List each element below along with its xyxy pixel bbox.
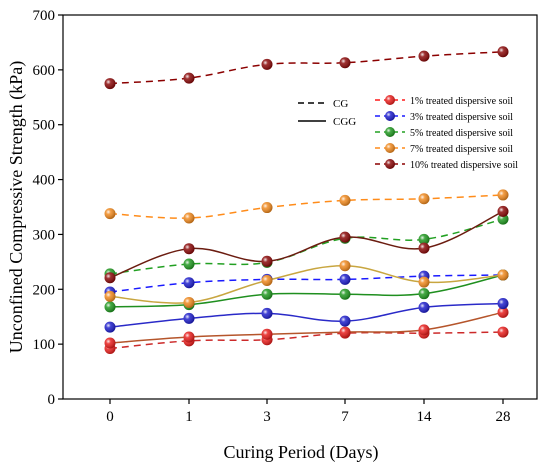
series-1-cgg-point-shine bbox=[261, 328, 273, 340]
x-tick-label: 14 bbox=[417, 409, 433, 425]
legend-item: 5% treated dispersive soil bbox=[375, 127, 513, 139]
legend-label: 7% treated dispersive soil bbox=[410, 144, 513, 155]
series-2-cgg-point-shine bbox=[418, 301, 430, 313]
series-5-cg-point-shine bbox=[339, 57, 351, 69]
series-2-cgg-point-shine bbox=[497, 298, 509, 310]
series-3-cgg-point-shine bbox=[339, 288, 351, 300]
series-4-cgg-point-shine bbox=[183, 296, 195, 308]
legend-item: 7% treated dispersive soil bbox=[375, 143, 513, 155]
series-2-cg-point-shine bbox=[339, 273, 351, 285]
x-tick-label: 0 bbox=[106, 409, 114, 425]
series-4-cgg-point-shine bbox=[339, 260, 351, 272]
series-3-cgg-line bbox=[109, 274, 504, 308]
x-tick-label: 1 bbox=[185, 409, 193, 425]
legend-item: 1% treated dispersive soil bbox=[375, 95, 513, 107]
series-points bbox=[104, 46, 509, 355]
series-5-cg-point-shine bbox=[418, 50, 430, 62]
series-4-cg-point-shine bbox=[418, 193, 430, 205]
series-1-cg-point-shine bbox=[497, 326, 509, 338]
y-tick-label: 600 bbox=[33, 63, 56, 79]
series-5-cg-point-shine bbox=[261, 58, 273, 70]
y-axis-title: Unconfined Compressive Strength (kPa) bbox=[6, 61, 27, 353]
x-tick-label: 7 bbox=[341, 409, 349, 425]
legend-swatch-marker-shine bbox=[385, 127, 395, 137]
y-tick-label: 100 bbox=[33, 337, 56, 353]
series-5-cg-line bbox=[109, 51, 504, 85]
series-5-cgg-line bbox=[109, 210, 504, 279]
series-2-cgg-point-shine bbox=[104, 321, 116, 333]
y-tick-label: 0 bbox=[48, 392, 56, 408]
y-axis: 0 100 200 300 400 500 600 700 bbox=[33, 8, 63, 408]
series-3-cgg-point-shine bbox=[104, 301, 116, 313]
series-5-cgg-point-shine bbox=[104, 272, 116, 284]
series-4-cg-point-shine bbox=[261, 202, 273, 214]
series-3-cg-point-shine bbox=[497, 213, 509, 225]
series-4-cg-line bbox=[109, 194, 504, 219]
legend-label: 1% treated dispersive soil bbox=[410, 96, 513, 107]
legend-item: 10% treated dispersive soil bbox=[375, 159, 518, 171]
line-style-legend: CG CGG bbox=[298, 98, 356, 128]
series-4-cg-point-shine bbox=[497, 189, 509, 201]
series-3-cg-line bbox=[109, 218, 504, 275]
legend-label: 5% treated dispersive soil bbox=[410, 128, 513, 139]
legend-swatch-marker-shine bbox=[385, 159, 395, 169]
x-axis-title: Curing Period (Days) bbox=[224, 442, 379, 463]
series-4-cgg-point-shine bbox=[261, 275, 273, 287]
x-axis: 0 1 3 7 14 28 bbox=[106, 399, 511, 425]
legend-cg-label: CG bbox=[333, 98, 348, 110]
y-tick-label: 300 bbox=[33, 227, 56, 243]
series-4-cg-point-shine bbox=[339, 194, 351, 206]
series-legend: 1% treated dispersive soil 3% treated dis… bbox=[375, 95, 518, 171]
series-4-cgg-point-shine bbox=[104, 290, 116, 302]
series-1-cgg-point-shine bbox=[339, 326, 351, 338]
series-1-cg-line bbox=[109, 331, 504, 350]
series-5-cg-point-shine bbox=[183, 72, 195, 84]
series-1-cgg-point-shine bbox=[497, 306, 509, 318]
series-1-cgg-line bbox=[109, 311, 504, 344]
legend-swatch-marker-shine bbox=[385, 111, 395, 121]
series-1-cgg-point-shine bbox=[183, 331, 195, 343]
series-5-cgg-point-shine bbox=[418, 242, 430, 254]
legend-swatch-marker-shine bbox=[385, 95, 395, 105]
series-layer bbox=[104, 46, 509, 355]
series-4-cg-point-shine bbox=[104, 208, 116, 220]
series-5-cgg-point-shine bbox=[183, 243, 195, 255]
series-5-cg-point-shine bbox=[104, 78, 116, 90]
y-tick-label: 700 bbox=[33, 8, 56, 24]
series-5-cgg-point-shine bbox=[261, 255, 273, 267]
y-tick-label: 200 bbox=[33, 282, 56, 298]
series-5-cg-point-shine bbox=[497, 46, 509, 58]
series-2-cgg-line bbox=[109, 302, 504, 328]
series-3-cg-point-shine bbox=[418, 233, 430, 245]
series-5-cgg-point-shine bbox=[497, 205, 509, 217]
series-2-cg-point-shine bbox=[183, 277, 195, 289]
series-2-cgg-point-shine bbox=[183, 312, 195, 324]
series-1-cgg-point-shine bbox=[418, 324, 430, 336]
series-5-cgg-point-shine bbox=[339, 231, 351, 243]
y-tick-label: 400 bbox=[33, 173, 56, 189]
x-tick-label: 3 bbox=[263, 409, 271, 425]
series-3-cg-point-shine bbox=[183, 258, 195, 270]
series-4-cgg-point-shine bbox=[497, 269, 509, 281]
series-4-cg-point-shine bbox=[183, 212, 195, 224]
series-1-cgg-point-shine bbox=[104, 337, 116, 349]
legend-swatch-marker-shine bbox=[385, 143, 395, 153]
plot-area bbox=[62, 14, 538, 400]
series-3-cgg-point-shine bbox=[261, 288, 273, 300]
series-2-cgg-point-shine bbox=[339, 315, 351, 327]
y-tick-label: 500 bbox=[33, 118, 56, 134]
legend-label: 3% treated dispersive soil bbox=[410, 112, 513, 123]
series-3-cgg-point-shine bbox=[418, 288, 430, 300]
legend-cgg-label: CGG bbox=[333, 116, 356, 128]
series-4-cgg-line bbox=[109, 264, 504, 304]
legend-label: 10% treated dispersive soil bbox=[410, 160, 518, 171]
series-4-cgg-point-shine bbox=[418, 276, 430, 288]
x-tick-label: 28 bbox=[496, 409, 511, 425]
series-2-cg-line bbox=[109, 274, 504, 293]
series-2-cgg-point-shine bbox=[261, 307, 273, 319]
legend-item: 3% treated dispersive soil bbox=[375, 111, 513, 123]
